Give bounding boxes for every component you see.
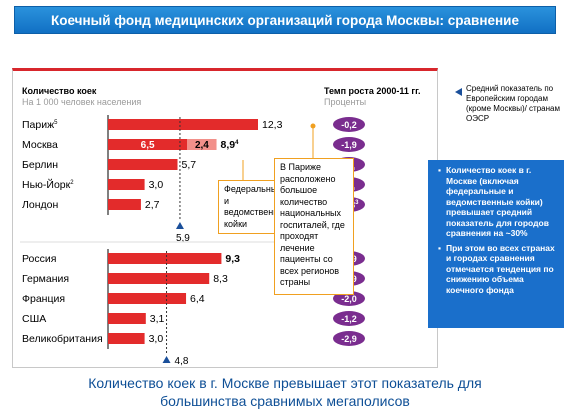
value-label: 2,7 xyxy=(145,199,160,211)
growth-badge-label: -2,9 xyxy=(341,334,357,344)
segment-label: 2,4 xyxy=(195,140,209,151)
bar xyxy=(108,313,146,324)
category-label: Москва xyxy=(22,139,58,151)
value-label: 3,0 xyxy=(149,179,164,191)
growth-badge xyxy=(333,137,365,152)
growth-badge-label: -1,2 xyxy=(341,314,357,324)
category-label: Великобритания xyxy=(22,333,103,345)
bar xyxy=(108,159,178,170)
value-label: 9,3 xyxy=(225,253,240,265)
bar xyxy=(108,273,210,284)
category-label: Россия xyxy=(22,253,56,265)
paris-note-dot xyxy=(310,123,316,129)
right-header-title: Темп роста 2000-11 гг. xyxy=(324,86,421,96)
category-label: Франция xyxy=(22,293,65,305)
value-label: 5,7 xyxy=(182,159,197,171)
category-label: Германия xyxy=(22,273,69,285)
value-label: 8,94 xyxy=(221,139,240,151)
average-label: 5,9 xyxy=(176,233,190,244)
value-label: 12,3 xyxy=(262,119,283,131)
growth-badge xyxy=(333,117,365,132)
average-marker-icon xyxy=(162,356,171,363)
right-header-subtitle: Проценты xyxy=(324,97,367,107)
legend-text: Средний показатель по Европейским города… xyxy=(466,84,560,123)
value-label: 8,3 xyxy=(213,273,228,285)
category-label: Берлин xyxy=(22,159,58,171)
bar xyxy=(108,293,187,304)
bar xyxy=(108,253,222,264)
value-label: 3,1 xyxy=(150,313,165,325)
footer-conclusion: Количество коек в г. Москве превышает эт… xyxy=(0,374,570,410)
left-header-subtitle: На 1 000 человек населения xyxy=(22,97,142,107)
left-header-title: Количество коек xyxy=(22,86,97,96)
growth-badge xyxy=(333,311,365,326)
paris-note: В Париже расположено большое количество … xyxy=(274,158,354,295)
category-label: Париж5 xyxy=(22,119,58,131)
value-label: 3,0 xyxy=(149,333,164,345)
growth-badge-label: -0,2 xyxy=(341,120,357,130)
growth-badge-label: -1,9 xyxy=(341,140,357,150)
finding-bullet-2: При этом во всех странах и городах сравн… xyxy=(438,243,558,296)
category-label: Нью-Йорк2 xyxy=(22,178,74,191)
finding-bullet-1: Количество коек в г. Москве (включая фед… xyxy=(438,165,558,239)
page-title: Коечный фонд медицинских организаций гор… xyxy=(14,6,556,34)
category-label: США xyxy=(22,313,46,325)
value-label: 6,4 xyxy=(190,293,205,305)
triangle-marker-icon xyxy=(455,88,462,96)
bar xyxy=(108,179,145,190)
average-label: 4,8 xyxy=(175,356,189,367)
average-marker-icon xyxy=(175,222,184,229)
growth-badge xyxy=(333,331,365,346)
segment-label: 6,5 xyxy=(141,140,155,151)
growth-badge-label: -2,0 xyxy=(341,294,357,304)
footer-line-2: большинства сравнимых мегаполисов xyxy=(160,393,410,409)
category-label: Лондон xyxy=(22,199,58,211)
bar xyxy=(108,199,141,210)
bar xyxy=(108,333,145,344)
bar-segment xyxy=(187,139,217,150)
bar xyxy=(108,119,258,130)
bar-segment xyxy=(108,139,188,150)
key-findings-box: Количество коек в г. Москве (включая фед… xyxy=(428,160,564,328)
footer-line-1: Количество коек в г. Москве превышает эт… xyxy=(88,375,482,391)
